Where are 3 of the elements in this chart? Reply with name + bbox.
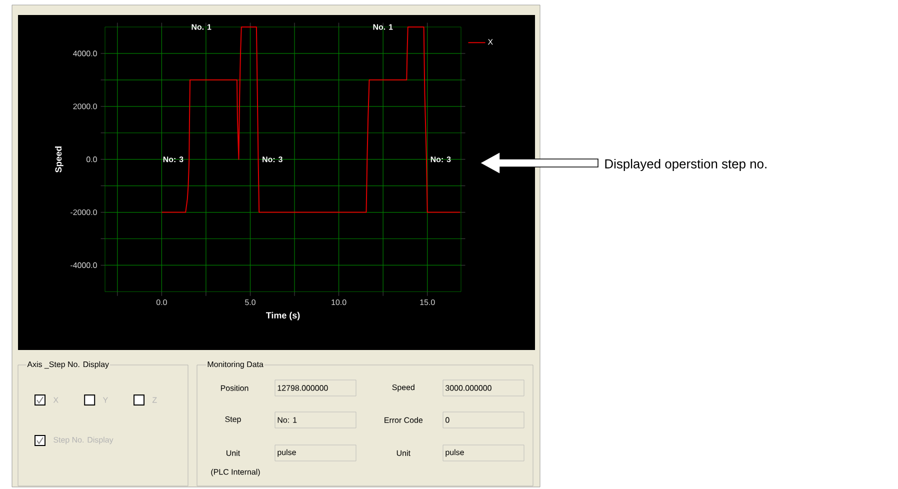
- x-axis-title: Time (s): [266, 312, 300, 320]
- y-axis-title: Speed: [55, 146, 64, 173]
- text: Displayed operstion step no.: [605, 158, 766, 172]
